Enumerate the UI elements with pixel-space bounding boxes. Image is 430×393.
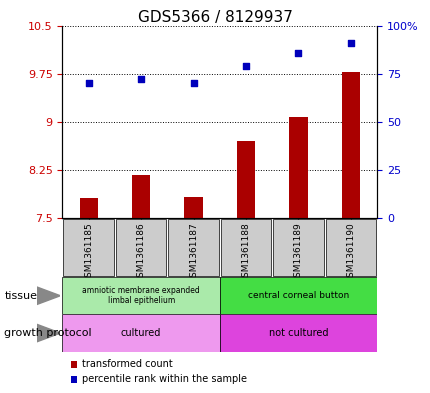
Bar [273,219,323,277]
Text: GDS5366 / 8129937: GDS5366 / 8129937 [138,10,292,25]
Bar [116,219,166,277]
Bar [220,219,270,277]
Text: central corneal button: central corneal button [247,291,348,300]
Point [294,50,301,56]
Text: growth protocol: growth protocol [4,328,92,338]
Bar [62,277,219,314]
Bar [237,141,255,218]
Point [138,76,144,83]
Bar [132,175,150,218]
Text: amniotic membrane expanded
limbal epithelium: amniotic membrane expanded limbal epithe… [82,286,200,305]
Point [85,80,92,86]
Bar [63,219,114,277]
Text: GSM1361187: GSM1361187 [189,222,198,283]
Text: GSM1361185: GSM1361185 [84,222,93,283]
Bar [219,277,376,314]
Bar [219,314,376,352]
Text: cultured: cultured [121,328,161,338]
Text: tissue: tissue [4,291,37,301]
Polygon shape [37,287,60,305]
Polygon shape [37,324,60,342]
Text: GSM1361189: GSM1361189 [293,222,302,283]
Text: transformed count: transformed count [81,359,172,369]
Bar [184,197,202,218]
Bar [325,219,375,277]
Bar [341,72,359,218]
Point [190,80,197,86]
Text: GSM1361190: GSM1361190 [346,222,355,283]
Text: GSM1361186: GSM1361186 [136,222,145,283]
Text: percentile rank within the sample: percentile rank within the sample [81,374,246,384]
Bar [168,219,218,277]
Bar [289,117,307,218]
Point [347,40,353,46]
Bar [80,198,98,218]
Bar [62,314,219,352]
Text: GSM1361188: GSM1361188 [241,222,250,283]
Point [242,63,249,69]
Text: not cultured: not cultured [268,328,328,338]
